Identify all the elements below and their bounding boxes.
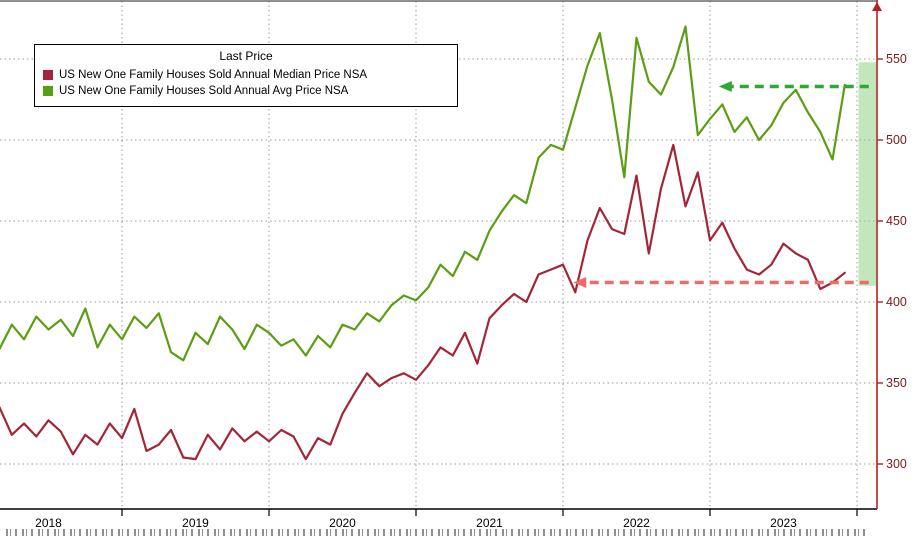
avg-series-swatch [43,86,53,96]
median-series-line [0,143,846,461]
x-axis-label: 2020 [329,516,356,530]
avg-series-line [0,25,846,362]
median-series-swatch [43,70,53,80]
legend-label-median: US New One Family Houses Sold Annual Med… [59,69,368,81]
clipped-footnote-strip [6,529,866,536]
y-axis-label: 500 [886,133,907,147]
legend-item-avg: US New One Family Houses Sold Annual Avg… [43,83,449,99]
legend-item-median: US New One Family Houses Sold Annual Med… [43,67,449,83]
x-axis-label: 2019 [182,516,209,530]
y-axis-label: 550 [886,52,907,66]
x-axis-label: 2022 [623,516,650,530]
x-axis-label: 2018 [35,516,62,530]
legend-title: Last Price [219,49,273,63]
chart-legend: Last Price US New One Family Houses Sold… [34,44,458,107]
legend-label-avg: US New One Family Houses Sold Annual Avg… [59,85,349,97]
red-dashed-arrow-head [573,277,587,289]
y-axis-label: 400 [886,295,907,309]
x-axis-label: 2021 [476,516,503,530]
highlight-band [858,62,877,286]
x-axis-label: 2023 [770,516,797,530]
y-axis-label: 300 [886,457,907,471]
y-axis-label: 450 [886,214,907,228]
y-axis-top-arrow-icon [872,2,882,11]
green-dashed-arrow-head [718,81,732,93]
y-axis-label: 350 [886,376,907,390]
